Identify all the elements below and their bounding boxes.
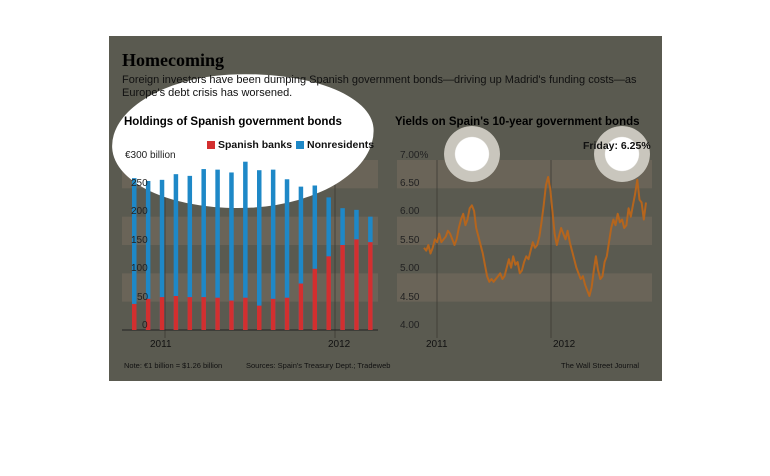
highlight-spot [444,126,500,182]
bar-nonresidents [257,170,262,330]
x-tick-label: 2011 [150,339,172,350]
bar-spanish-banks [215,297,220,330]
bar-spanish-banks [257,305,262,330]
bar-spanish-banks [368,242,373,330]
legend-swatch-spanish-banks [207,141,215,149]
highlight-spot [594,126,650,182]
bar-nonresidents [243,161,248,330]
bar-spanish-banks [354,239,359,330]
bar-nonresidents [229,172,234,330]
bar-spanish-banks [326,256,331,330]
bar-nonresidents [145,180,151,330]
bar-spanish-banks [270,298,276,330]
bar-spanish-banks [340,245,345,330]
footnote: Note: €1 billion = $1.26 billion [124,361,223,370]
bar-nonresidents [159,179,165,330]
grid-band [397,273,652,302]
chart-title: Homecoming [122,50,224,70]
y-tick-label: 4.00 [400,320,420,331]
bar-spanish-banks [284,297,290,330]
sources: Sources: Spain's Treasury Dept.; Tradewe… [246,361,391,370]
bar-nonresidents [284,179,290,330]
bar-spanish-banks [187,297,193,330]
y-tick-label: 4.50 [400,292,420,303]
bar-spanish-banks [243,297,248,330]
bar-spanish-banks [132,303,137,330]
x-tick-label: 2012 [328,339,351,350]
bar-nonresidents [132,178,137,330]
bar-nonresidents [173,174,179,330]
y-tick-label: 150 [131,235,148,246]
bar-spanish-banks [298,283,304,330]
y-tick-label: 200 [131,206,148,217]
legend-nonresidents: Nonresidents [307,139,375,151]
yields-chart-title: Yields on Spain's 10-year government bon… [395,116,640,128]
bar-spanish-banks [229,300,234,330]
y-tick-label: 6.50 [400,178,420,189]
legend-swatch-nonresidents [296,141,304,149]
y-tick-label: 7.00% [400,150,429,161]
bar-spanish-banks [159,297,165,330]
bar-nonresidents [215,169,220,330]
bar-spanish-banks [173,296,179,330]
y-tick-label: 250 [131,178,148,189]
bar-nonresidents [187,175,193,330]
chart-subtitle: Foreign investors have been dumping Span… [122,74,637,99]
y-tick-label: 5.00 [400,263,420,274]
bar-nonresidents [312,185,318,330]
x-tick-label: 2012 [553,339,576,350]
bar-nonresidents [298,186,304,330]
bar-spanish-banks [145,298,151,330]
y-unit-label: €300 billion [125,150,176,161]
x-tick-label: 2011 [426,339,448,350]
y-tick-label: 50 [137,292,149,303]
holdings-chart-title: Holdings of Spanish government bonds [124,116,342,128]
credit: The Wall Street Journal [561,361,640,370]
friday-annotation: Friday: 6.25% [583,140,651,152]
bar-nonresidents [270,169,276,330]
bar-spanish-banks [312,268,318,330]
yield-series-line [423,176,647,297]
y-tick-label: 100 [131,263,148,274]
bar-spanish-banks [201,297,206,330]
y-tick-label: 6.00 [400,206,420,217]
y-tick-label: 0 [142,320,148,331]
y-tick-label: 5.50 [400,235,420,246]
legend-spanish-banks: Spanish banks [218,139,293,151]
bar-nonresidents [201,169,206,330]
